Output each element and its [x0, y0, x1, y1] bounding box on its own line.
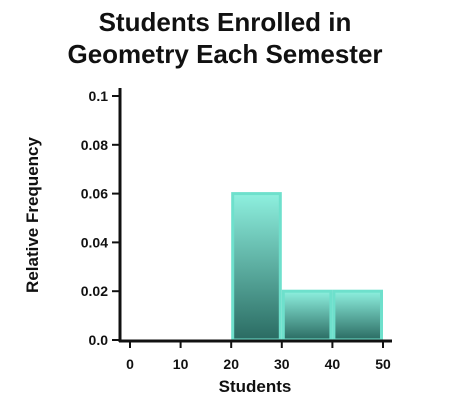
x-axis-label: Students	[219, 377, 292, 396]
x-tick-label: 20	[223, 356, 239, 372]
chart-title-line-2: Geometry Each Semester	[67, 39, 383, 69]
y-tick-label: 0.04	[81, 234, 108, 250]
x-tick-label: 30	[274, 356, 290, 372]
bars-group	[231, 192, 383, 342]
y-axis-label: Relative Frequency	[23, 137, 42, 293]
histogram-bar-40-50	[332, 289, 383, 342]
x-tick-label: 40	[325, 356, 341, 372]
axes-group	[118, 88, 392, 343]
y-tick-label: 0.06	[81, 186, 108, 202]
histogram-bar-30-40	[281, 289, 333, 342]
chart-title: Students Enrolled in Geometry Each Semes…	[0, 6, 450, 70]
x-tick-label: 10	[173, 356, 189, 372]
y-tick-label: 0.1	[89, 88, 109, 104]
x-tick-label: 0	[126, 356, 134, 372]
x-tick-label: 50	[375, 356, 391, 372]
histogram-bar-20-30	[231, 192, 282, 342]
y-tick-label: 0.02	[81, 283, 108, 299]
y-tick-label: 0.0	[89, 332, 109, 348]
chart-title-line-1: Students Enrolled in	[98, 7, 352, 37]
ticks-group: 0 10 20 30 40 50 0.0 0.02 0.04 0.06 0.08 0.1	[81, 88, 391, 372]
y-tick-label: 0.08	[81, 137, 108, 153]
